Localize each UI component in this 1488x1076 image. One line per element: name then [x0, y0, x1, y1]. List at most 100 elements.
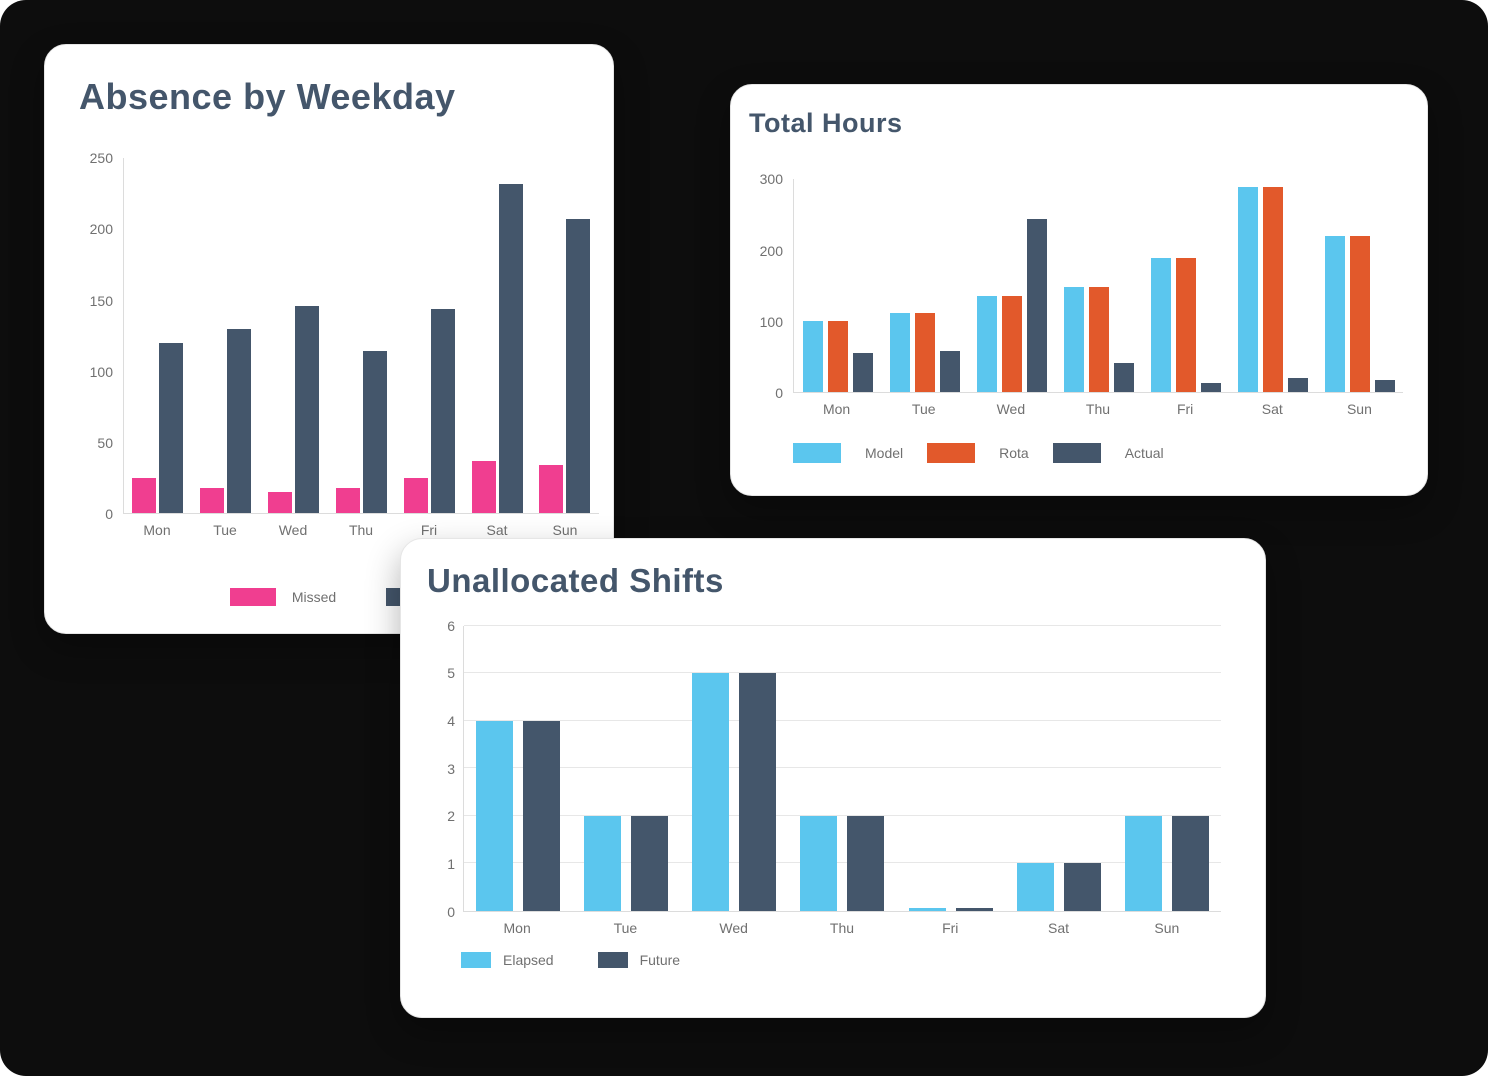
bar: [584, 815, 622, 911]
unallocated-shifts-card: Unallocated Shifts 0 1 2 3 4 5 6 Mon Tue Wed Thu Fr…: [400, 538, 1266, 1018]
bar-group-fri: [403, 158, 455, 514]
legend-swatch: [229, 588, 276, 607]
y-tick-label: 100: [89, 363, 113, 380]
category-label: Tue: [911, 401, 936, 418]
bar: [476, 720, 514, 911]
y-tick-label: 250: [89, 150, 113, 167]
absence-bar-chart: 0 50 100 150 200 250 Mon Tue Wed Thu Fri Sat Sun Miss…: [79, 150, 599, 607]
bar: [1150, 258, 1171, 393]
bar: [1063, 286, 1084, 393]
category-label: Mon: [503, 919, 531, 936]
bar: [631, 815, 669, 911]
bar: [1262, 186, 1283, 393]
bar-group-sat: [1016, 626, 1101, 911]
bar: [1063, 863, 1101, 911]
y-axis: 0 50 100 150 200 250: [79, 150, 123, 522]
bar-group-tue: [584, 626, 669, 911]
bar: [889, 312, 910, 393]
category-label: Sun: [552, 522, 578, 539]
absence-by-weekday-card: Absence by Weekday 0 50 100 150 200 250 Mon Tue…: [44, 44, 614, 634]
bar-group-fri: [1150, 179, 1221, 393]
legend-label: Missed: [291, 589, 337, 606]
bar: [1124, 815, 1162, 911]
category-labels: Mon Tue Wed Thu Fri Sat Sun: [793, 401, 1403, 417]
y-tick-label: 6: [447, 617, 455, 634]
bar: [1026, 219, 1047, 393]
bar-group-thu: [800, 626, 885, 911]
bar: [1175, 258, 1196, 393]
bar: [200, 487, 225, 514]
bar: [827, 320, 848, 393]
total-hours-chart-title: Total Hours: [749, 108, 903, 138]
bar: [1001, 295, 1022, 393]
category-label: Fri: [1176, 401, 1194, 418]
bar-group-sun: [539, 158, 591, 514]
bar: [539, 464, 564, 514]
bar-group-tue: [889, 179, 960, 393]
legend-item: Rota: [927, 443, 1029, 464]
bar: [1374, 379, 1395, 393]
gridline: [464, 672, 1221, 674]
y-tick-label: 4: [447, 712, 455, 729]
bar: [1349, 236, 1370, 393]
bar: [1171, 815, 1209, 911]
plot-column: Mon Tue Wed Thu Fri Sat Sun: [463, 624, 1221, 936]
bar-groups: [794, 179, 1403, 393]
category-label: Thu: [348, 522, 374, 539]
bar-group-mon: [476, 626, 561, 911]
category-label: Tue: [213, 522, 237, 539]
legend-swatch: [1052, 443, 1101, 464]
bar: [227, 328, 252, 514]
y-tick-label: 1: [447, 855, 455, 872]
plot-column: Mon Tue Wed Thu Fri Sat Sun: [123, 158, 599, 538]
category-label: Wed: [719, 919, 748, 936]
bar: [847, 815, 885, 911]
category-label: Mon: [143, 522, 171, 539]
category-label: Sat: [1048, 919, 1070, 936]
bar-group-wed: [268, 158, 320, 514]
bar: [1200, 383, 1221, 393]
unallocated-shifts-bar-chart: 0 1 2 3 4 5 6 Mon Tue Wed Thu Fri Sat Sun Elapsed Futur…: [427, 618, 1221, 968]
bar-group-sat: [471, 158, 523, 514]
bar: [1324, 236, 1345, 393]
plot-area: [463, 624, 1221, 912]
category-label: Wed: [278, 522, 308, 539]
legend-item: Future: [597, 951, 680, 968]
y-tick-label: 2: [447, 808, 455, 825]
bar-group-fri: [908, 626, 993, 911]
bar: [362, 351, 387, 514]
bar-group-mon: [132, 158, 184, 514]
bar: [132, 477, 157, 514]
bar: [800, 815, 838, 911]
gridline: [464, 862, 1221, 864]
category-label: Thu: [829, 919, 855, 936]
y-axis: 0 100 200 300: [749, 171, 793, 401]
category-label: Sat: [1261, 401, 1283, 418]
category-label: Thu: [1085, 401, 1111, 418]
y-tick-label: 150: [89, 292, 113, 309]
legend-label: Rota: [999, 445, 1029, 462]
category-label: Tue: [613, 919, 638, 936]
unallocated-shifts-chart-title: Unallocated Shifts: [427, 562, 724, 599]
bar: [692, 673, 730, 911]
bar: [335, 487, 360, 514]
bar: [1088, 286, 1109, 393]
chart-body: 0 50 100 150 200 250 Mon Tue Wed Thu Fri Sat Sun: [79, 150, 599, 538]
bar-group-sat: [1237, 179, 1308, 393]
bar: [914, 312, 935, 393]
category-label: Sun: [1346, 401, 1372, 418]
category-labels: Mon Tue Wed Thu Fri Sat Sun: [463, 920, 1221, 936]
bar: [939, 350, 960, 393]
bar-group-wed: [692, 626, 777, 911]
bar: [1237, 186, 1258, 393]
y-tick-label: 200: [759, 242, 783, 259]
plot-area: [123, 158, 599, 515]
bar: [1287, 378, 1308, 393]
y-tick-label: 200: [89, 221, 113, 238]
bar: [976, 295, 997, 393]
bar-groups: [464, 626, 1221, 911]
total-hours-card: Total Hours 0 100 200 300 Mon Tue Wed Thu Fri Sat…: [730, 84, 1428, 496]
bar: [908, 908, 946, 911]
bar: [1016, 863, 1054, 911]
y-tick-label: 0: [447, 903, 455, 920]
